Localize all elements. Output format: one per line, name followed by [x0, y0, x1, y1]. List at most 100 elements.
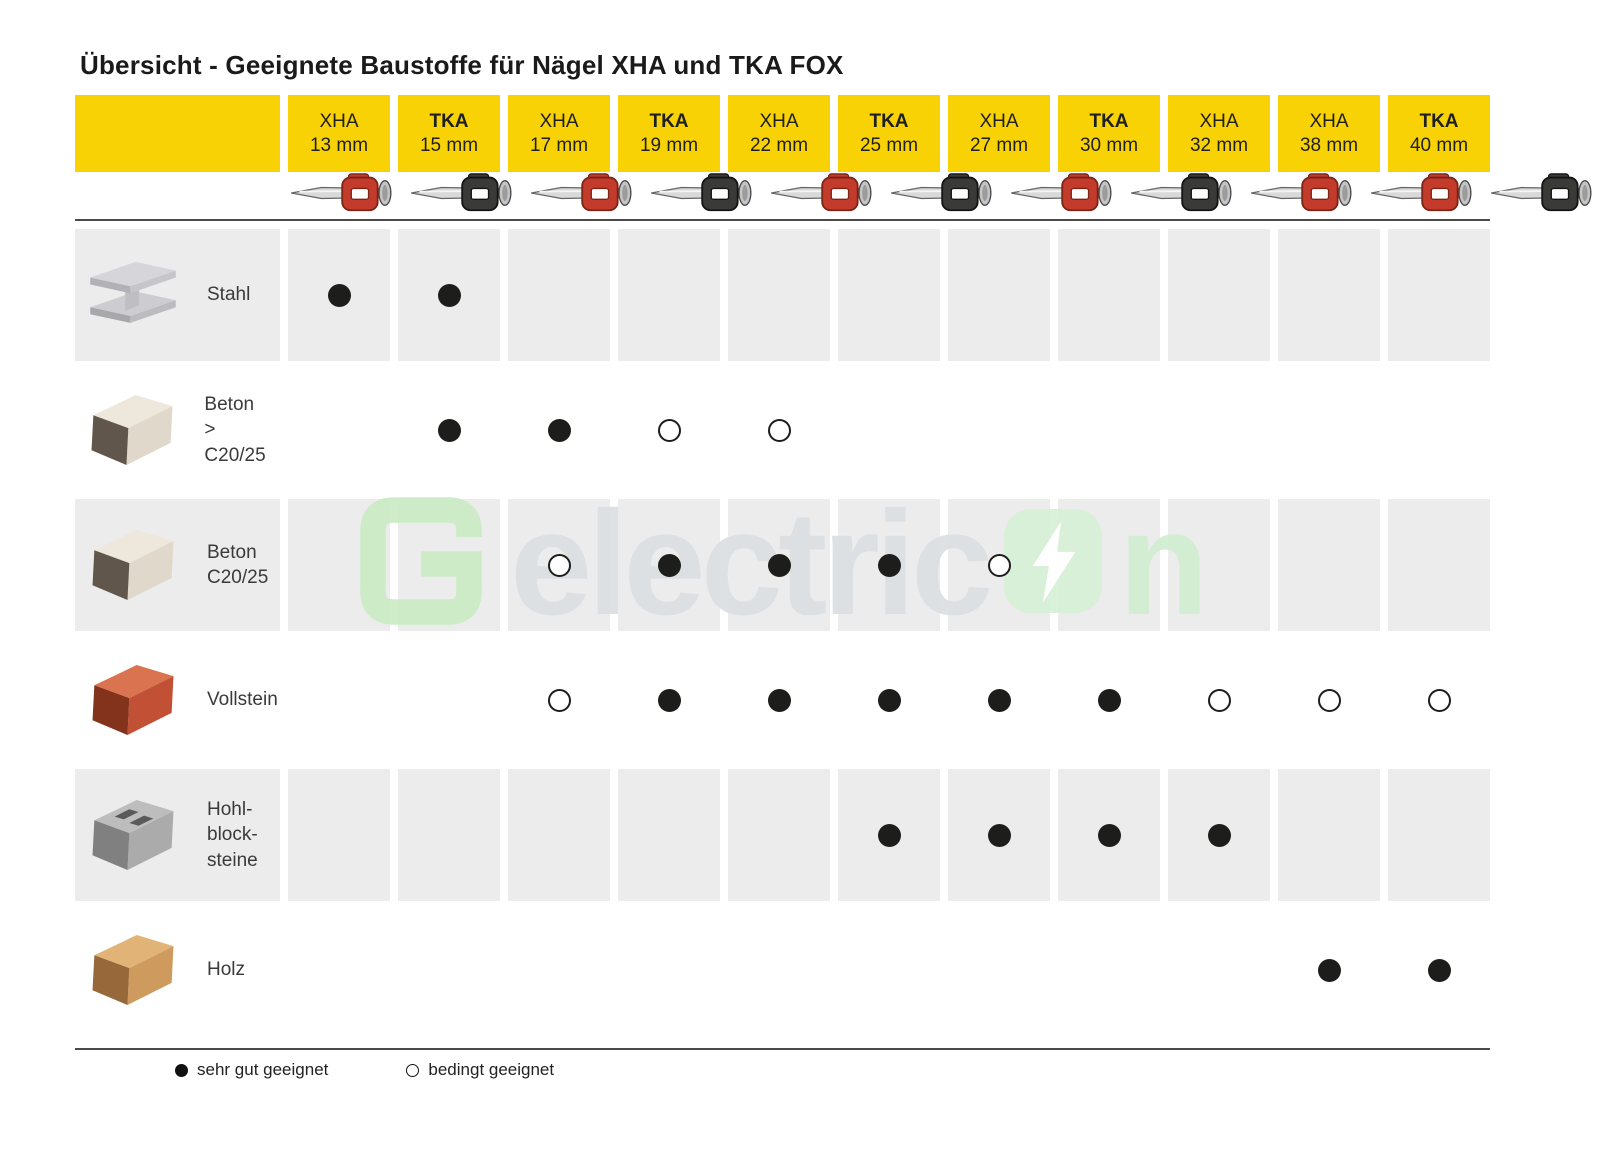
suitability-cell	[288, 369, 390, 491]
column-type: XHA	[1199, 110, 1239, 132]
material-label-cell: Beton > C20/25	[75, 369, 280, 491]
suitability-cell	[1168, 369, 1270, 491]
suitability-cell	[1388, 769, 1490, 901]
red-nail-icon	[1008, 172, 1120, 218]
suitability-cell	[838, 769, 940, 901]
filled-dot-icon	[1097, 823, 1121, 847]
open-dot-icon	[657, 418, 681, 442]
suitability-cell	[508, 229, 610, 361]
red-nail-icon	[1248, 172, 1360, 218]
column-header-xha-17-mm: XHA 17 mm	[508, 95, 610, 172]
column-header-xha-13-mm: XHA 13 mm	[288, 95, 390, 172]
suitability-cell	[948, 499, 1050, 631]
red-nail-icon	[768, 172, 880, 218]
nail-cell	[648, 172, 760, 218]
wood-block-icon	[85, 927, 181, 1013]
suitability-cell	[838, 909, 940, 1031]
nail-cell	[888, 172, 1000, 218]
concrete-block-icon	[85, 387, 178, 473]
column-header-tka-25-mm: TKA 25 mm	[838, 95, 940, 172]
divider-line-bottom	[75, 1048, 1490, 1050]
open-dot-icon	[767, 418, 791, 442]
nail-row	[75, 172, 1592, 218]
filled-dot-icon	[767, 688, 791, 712]
filled-dot-icon	[1427, 958, 1451, 982]
column-header-xha-22-mm: XHA 22 mm	[728, 95, 830, 172]
column-type: XHA	[539, 110, 579, 132]
column-size: 30 mm	[1079, 134, 1139, 156]
material-label-cell: Beton C20/25	[75, 499, 280, 631]
column-size: 25 mm	[859, 134, 919, 156]
suitability-cell	[508, 499, 610, 631]
suitability-cell	[1278, 639, 1380, 761]
filled-dot-icon	[877, 553, 901, 577]
suitability-cell	[728, 229, 830, 361]
suitability-cell	[1388, 229, 1490, 361]
suitability-cell	[948, 369, 1050, 491]
open-dot-icon	[1427, 688, 1451, 712]
suitability-cell	[1168, 229, 1270, 361]
suitability-cell	[398, 369, 500, 491]
filled-dot-icon	[877, 688, 901, 712]
column-size: 19 mm	[639, 134, 699, 156]
suitability-cell	[398, 769, 500, 901]
column-size: 15 mm	[419, 134, 479, 156]
legend-label: bedingt geeignet	[428, 1060, 555, 1079]
suitability-cell	[1388, 369, 1490, 491]
suitability-cell	[1058, 499, 1160, 631]
material-row-beton-c20-25: Beton > C20/25	[75, 369, 1490, 491]
suitability-cell	[1058, 909, 1160, 1031]
suitability-cell	[1388, 639, 1490, 761]
filled-dot-icon	[767, 553, 791, 577]
column-type: TKA	[1419, 110, 1459, 132]
material-label-cell: Stahl	[75, 229, 280, 361]
filled-dot-icon	[657, 553, 681, 577]
column-size: 13 mm	[309, 134, 369, 156]
filled-dot-icon	[657, 688, 681, 712]
material-label: Beton C20/25	[207, 541, 269, 588]
legend: sehr gut geeignet bedingt geeignet	[175, 1060, 554, 1080]
suitability-cell	[398, 909, 500, 1031]
legend-item-bedingt-geeignet: bedingt geeignet	[406, 1060, 554, 1080]
header-row: XHA 13 mm TKA 15 mm XHA 17 mm TKA 19 mm XHA 22 mm…	[75, 95, 1490, 172]
suitability-cell	[838, 229, 940, 361]
red-nail-icon	[1368, 172, 1480, 218]
material-row-beton-c20-25: Beton C20/25	[75, 499, 1490, 631]
filled-dot-icon	[327, 283, 351, 307]
suitability-cell	[618, 909, 720, 1031]
column-type: TKA	[1089, 110, 1129, 132]
suitability-cell	[508, 909, 610, 1031]
suitability-cell	[728, 769, 830, 901]
column-header-xha-27-mm: XHA 27 mm	[948, 95, 1050, 172]
nail-cell	[288, 172, 400, 218]
filled-dot-icon	[547, 418, 571, 442]
column-type: XHA	[979, 110, 1019, 132]
red-nail-icon	[288, 172, 400, 218]
column-type: TKA	[429, 110, 469, 132]
column-header-xha-32-mm: XHA 32 mm	[1168, 95, 1270, 172]
suitability-cell	[398, 499, 500, 631]
suitability-cell	[948, 229, 1050, 361]
suitability-cell	[948, 909, 1050, 1031]
nail-cell	[528, 172, 640, 218]
suitability-cell	[728, 639, 830, 761]
nail-cell	[1248, 172, 1360, 218]
suitability-cell	[1388, 909, 1490, 1031]
material-label: Vollstein	[207, 689, 278, 711]
filled-dot-icon	[437, 283, 461, 307]
suitability-cell	[1278, 909, 1380, 1031]
suitability-cell	[948, 639, 1050, 761]
header-corner-cell	[75, 95, 280, 172]
page-title: Übersicht - Geeignete Baustoffe für Näge…	[80, 50, 844, 80]
nail-cell	[768, 172, 880, 218]
suitability-cell	[838, 369, 940, 491]
suitability-cell	[288, 229, 390, 361]
concrete-block-icon	[85, 522, 181, 608]
nail-cell	[1008, 172, 1120, 218]
column-header-tka-40-mm: TKA 40 mm	[1388, 95, 1490, 172]
material-row-hohlblocksteine: Hohl- block- steine	[75, 769, 1490, 901]
suitability-cell	[1168, 639, 1270, 761]
black-nail-icon	[648, 172, 760, 218]
column-size: 40 mm	[1409, 134, 1469, 156]
